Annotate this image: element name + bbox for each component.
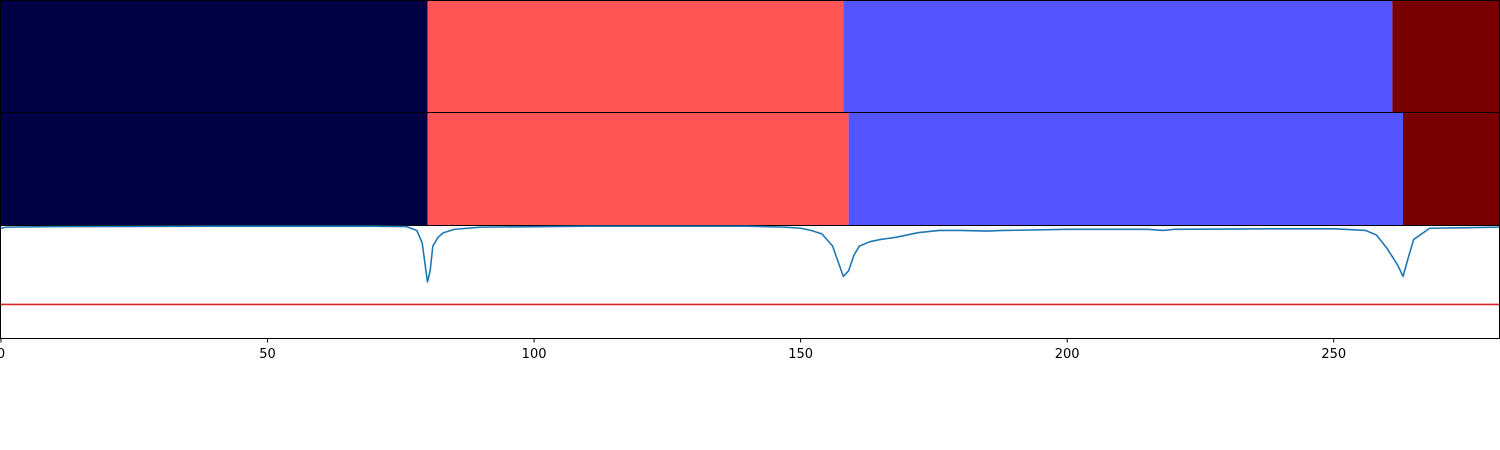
x-tick-label: 150 [788,347,813,362]
segment-1-4 [1392,1,1499,112]
plot-frame [0,225,1500,339]
segment-2-2 [427,113,849,225]
x-tick-label: 200 [1055,347,1080,362]
x-tick-label: 250 [1321,347,1346,362]
x-tick-label: 0 [0,347,5,362]
segmentation-row-2 [0,112,1500,226]
confidence-line [0,225,1500,283]
x-axis: 0 50 100 150 200 250 [0,338,1346,362]
x-tick-label: 50 [259,347,276,362]
line-plot-area [0,225,1500,339]
segment-1-2 [427,1,844,112]
segment-1-3 [843,1,1393,112]
segmentation-row-1 [0,0,1500,113]
segment-2-1 [1,113,428,225]
segment-2-3 [848,113,1404,225]
segment-2-4 [1403,113,1499,225]
segment-1-1 [1,1,428,112]
x-tick-label: 100 [522,347,547,362]
